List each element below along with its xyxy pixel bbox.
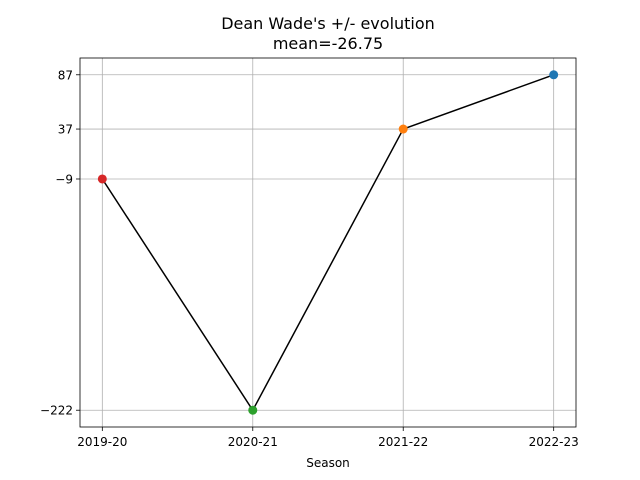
chart-subtitle: mean=-26.75 (273, 34, 383, 53)
series-layer (101, 74, 554, 412)
grid (80, 58, 576, 427)
data-point (398, 124, 408, 134)
x-tick-label: 2022-23 (529, 435, 579, 449)
x-tick-label: 2019-20 (77, 435, 127, 449)
data-point (97, 174, 107, 184)
y-tick-label: −222 (40, 404, 73, 418)
series-line (101, 74, 554, 412)
data-point (549, 70, 559, 80)
y-tick-label: 37 (58, 123, 73, 137)
x-axis-label: Season (306, 456, 350, 470)
chart-title: Dean Wade's +/- evolution (221, 14, 435, 33)
y-tick-label: −9 (55, 172, 73, 186)
x-axis-ticks: 2019-20 2020-21 2021-22 2022-23 (77, 427, 579, 449)
x-tick-label: 2020-21 (228, 435, 278, 449)
y-axis-ticks: 87 37 −9 −222 (40, 68, 80, 418)
data-point (248, 405, 258, 415)
x-tick-label: 2021-22 (378, 435, 428, 449)
points-layer (97, 70, 559, 415)
plot-area-frame (79, 57, 577, 428)
y-tick-label: 87 (58, 68, 73, 82)
